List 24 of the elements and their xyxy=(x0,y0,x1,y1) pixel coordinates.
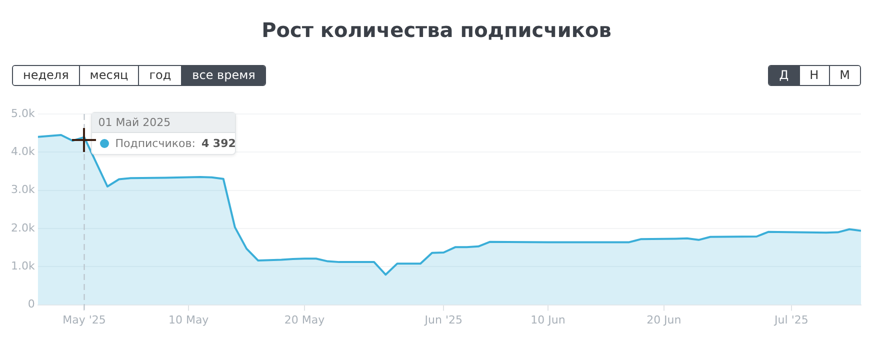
text: Д xyxy=(769,66,800,85)
text: год xyxy=(139,66,182,85)
x-tick-label: May '25 xyxy=(62,313,106,326)
x-tick-label: 20 Jun xyxy=(646,313,682,326)
y-tick-label: 5.0k xyxy=(10,106,36,120)
x-tick-label: Jun '25 xyxy=(424,313,462,326)
text: М xyxy=(830,66,860,85)
y-tick-label: 4.0k xyxy=(10,145,36,158)
y-tick-label: 1.0k xyxy=(10,260,36,272)
x-tick-label: 10 Jun xyxy=(530,313,566,326)
y-tick-label: 0 xyxy=(28,298,35,311)
text: неделя xyxy=(13,66,80,85)
chart-title: Рост количества подписчиков xyxy=(260,18,612,42)
x-tick-label: 20 May xyxy=(284,313,326,326)
x-tick-label: Jul '25 xyxy=(774,313,808,326)
annotation: 4 392 xyxy=(201,137,236,150)
y-tick-label: 2.0k xyxy=(10,221,36,234)
legend-label: Подписчиков: xyxy=(115,137,196,150)
text: Н xyxy=(800,66,830,85)
text: все время xyxy=(182,66,266,85)
text: месяц xyxy=(80,66,140,85)
annotation: 01 Май 2025 xyxy=(92,113,236,133)
x-tick-label: 10 May xyxy=(168,313,210,326)
y-tick-label: 3.0k xyxy=(10,183,36,196)
